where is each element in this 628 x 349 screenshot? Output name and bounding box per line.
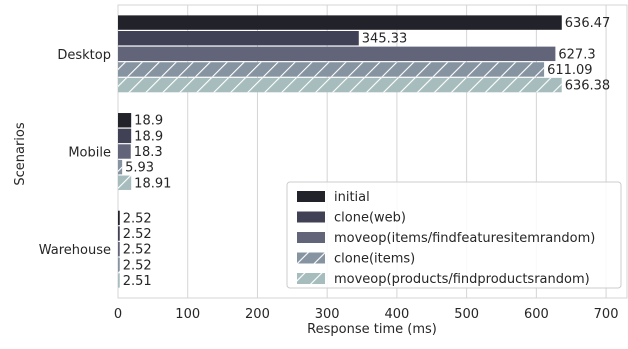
bar: [118, 241, 120, 257]
x-tick-label: 0: [114, 307, 122, 322]
bar-hatch: [118, 77, 562, 93]
category-label: Desktop: [57, 48, 111, 63]
legend-swatch: [297, 232, 325, 243]
data-label: 2.52: [123, 243, 152, 258]
bar: [118, 144, 131, 159]
x-tick-label: 700: [594, 307, 619, 322]
data-label: 636.38: [565, 79, 611, 94]
data-label: 2.51: [123, 274, 152, 289]
legend-swatch-hatch: [297, 273, 325, 284]
x-tick-label: 100: [175, 307, 200, 322]
data-label: 2.52: [123, 227, 152, 242]
data-label: 18.91: [134, 176, 171, 191]
bar-hatch: [118, 175, 132, 190]
bar-hatch: [118, 159, 123, 175]
legend-label: moveop(items/findfeaturesitemrandom): [334, 231, 595, 246]
x-tick-label: 300: [315, 307, 340, 322]
x-tick-label: 600: [524, 307, 549, 322]
category-label: Warehouse: [39, 243, 111, 258]
x-tick-label: 500: [454, 307, 479, 322]
data-label: 5.93: [125, 161, 154, 176]
x-tick-label: 200: [245, 307, 270, 322]
bar-hatch: [118, 257, 120, 273]
legend-box: [286, 181, 622, 289]
data-label: 627.3: [558, 47, 595, 62]
y-axis-title: Scenarios: [13, 122, 28, 186]
data-label: 18.3: [134, 145, 163, 160]
data-label: 2.52: [123, 211, 152, 226]
legend-swatch-hatch: [297, 252, 325, 264]
data-label: 345.33: [362, 32, 408, 47]
bar: [118, 46, 556, 62]
x-tick-label: 400: [384, 307, 409, 322]
bar: [118, 128, 132, 144]
data-label: 636.47: [565, 16, 611, 31]
legend-label: initial: [334, 190, 370, 205]
bar: [118, 30, 359, 46]
data-labels: 636.47345.33627.3611.09636.3818.918.918.…: [123, 16, 611, 289]
data-label: 18.9: [134, 114, 163, 129]
bars: [118, 15, 562, 288]
x-axis-title: Response time (ms): [307, 322, 437, 337]
bar-hatch: [118, 273, 120, 288]
data-label: 18.9: [134, 129, 163, 144]
legend-label: moveop(products/findproductsrandom): [334, 272, 590, 287]
bar: [118, 226, 120, 241]
bar: [118, 210, 120, 226]
legend-swatch: [297, 191, 325, 202]
legend-swatch: [297, 211, 325, 223]
bar: [118, 15, 562, 30]
bar-hatch: [118, 62, 545, 77]
category-label: Mobile: [68, 146, 111, 161]
bar: [118, 113, 132, 128]
data-label: 611.09: [547, 63, 593, 78]
legend: initial clone(web) moveop(items/findfeatur…: [286, 181, 622, 289]
legend-label: clone(items): [334, 252, 415, 267]
legend-label: clone(web): [334, 211, 406, 226]
data-label: 2.52: [123, 258, 152, 273]
axes: Response time (ms) Scenarios 0 100 200 300 4…: [13, 48, 618, 337]
